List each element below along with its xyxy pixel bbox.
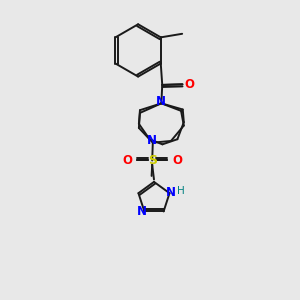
Text: N: N: [166, 186, 176, 199]
Text: O: O: [184, 78, 194, 91]
Text: N: N: [156, 95, 167, 108]
Text: O: O: [122, 154, 132, 167]
Text: N: N: [136, 205, 146, 218]
Text: H: H: [177, 186, 185, 196]
Text: O: O: [172, 154, 182, 167]
Text: S: S: [148, 154, 157, 167]
Text: N: N: [147, 134, 157, 147]
